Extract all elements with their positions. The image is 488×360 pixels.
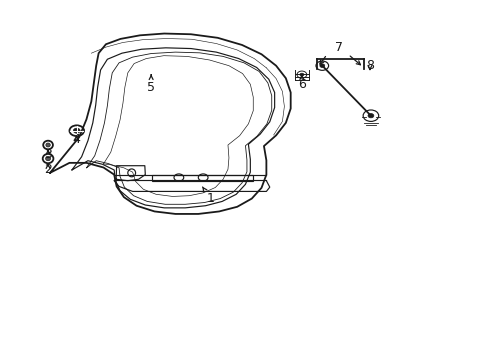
Circle shape [319,64,324,67]
Text: 8: 8 [365,59,373,72]
Circle shape [296,71,306,78]
Text: 2: 2 [44,163,52,176]
Text: 3: 3 [44,148,52,161]
Circle shape [69,125,84,136]
Text: 6: 6 [297,75,305,91]
Circle shape [73,128,80,133]
Bar [152,175,253,181]
Ellipse shape [42,154,53,163]
Ellipse shape [46,143,50,147]
Text: 1: 1 [202,187,214,205]
Circle shape [367,113,373,118]
Text: 5: 5 [147,75,155,94]
Text: 7: 7 [335,41,343,54]
Text: 4: 4 [73,133,81,146]
Circle shape [363,110,378,121]
Circle shape [315,61,328,70]
Ellipse shape [43,141,53,149]
Circle shape [299,73,303,76]
Ellipse shape [45,157,50,161]
